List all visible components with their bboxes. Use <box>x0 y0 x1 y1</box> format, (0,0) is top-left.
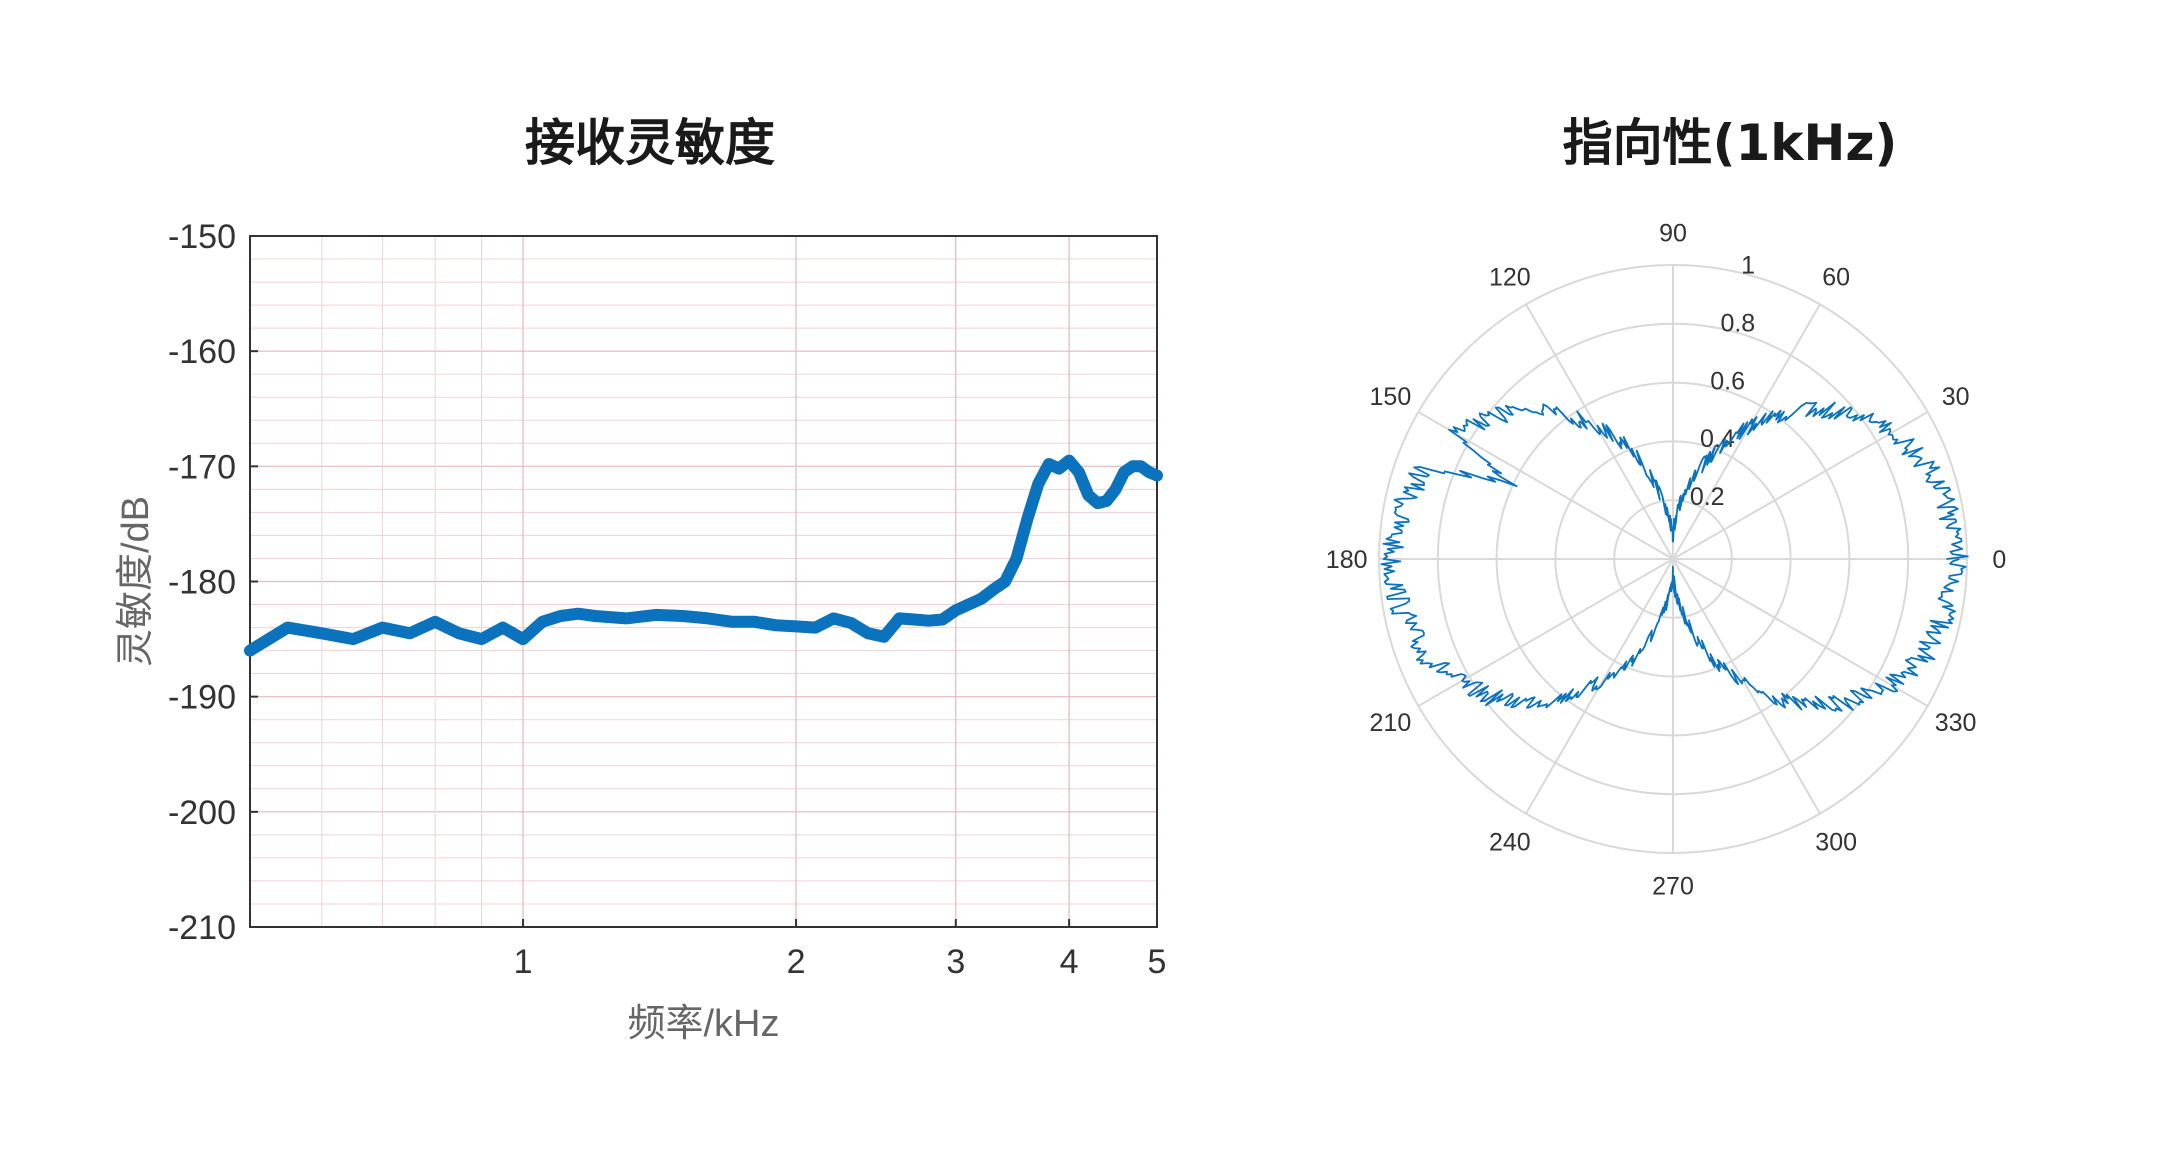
polar-spoke <box>1672 558 1929 707</box>
r-tick-label: 0.2 <box>1690 483 1725 511</box>
theta-tick-label: 210 <box>1370 709 1412 737</box>
r-tick-label: 0.8 <box>1720 309 1755 337</box>
theta-tick-label: 240 <box>1489 829 1531 857</box>
theta-tick-label: 150 <box>1370 383 1412 411</box>
polar-spoke <box>1417 558 1674 707</box>
x-tick-label: 3 <box>946 943 965 981</box>
theta-tick-label: 90 <box>1659 220 1687 248</box>
polar-spoke <box>1672 558 1821 815</box>
theta-tick-label: 270 <box>1652 872 1694 900</box>
r-tick-label: 0.6 <box>1710 367 1745 395</box>
y-tick-label: -180 <box>168 564 236 602</box>
directivity-chart-title: 指向性(1kHz) <box>1562 114 1898 172</box>
y-tick-label: -150 <box>168 218 236 256</box>
theta-tick-label: 30 <box>1942 383 1970 411</box>
y-axis-label: 灵敏度/dB <box>115 496 157 667</box>
y-tick-label: -160 <box>168 333 236 371</box>
x-tick-label: 2 <box>787 943 806 981</box>
directivity-series-line <box>1380 401 1969 712</box>
x-tick-label: 1 <box>514 943 533 981</box>
polar-spoke <box>1672 303 1821 560</box>
sensitivity-chart: -150 -160 -170 -180 -190 -200 -210 1 2 3 4 5 频率/kHz 灵… <box>115 218 1167 1045</box>
y-tick-label: -190 <box>168 679 236 717</box>
theta-tick-label: 0 <box>1992 546 2006 574</box>
directivity-polar-chart: 03060901201501802102402703003300.20.40.6… <box>1326 220 2006 901</box>
y-tick-label: -210 <box>168 909 236 947</box>
theta-tick-label: 120 <box>1489 263 1531 291</box>
x-tick-label: 4 <box>1060 943 1079 981</box>
y-tick-label: -200 <box>168 794 236 832</box>
x-tick-label: 5 <box>1148 943 1167 981</box>
sensitivity-series-line <box>244 454 1163 657</box>
y-tick-label: -170 <box>168 448 236 486</box>
theta-tick-label: 60 <box>1822 263 1850 291</box>
r-tick-label: 1 <box>1741 251 1755 279</box>
polar-spoke <box>1417 411 1674 560</box>
theta-tick-label: 180 <box>1326 546 1368 574</box>
theta-tick-label: 330 <box>1935 709 1977 737</box>
polar-spoke <box>1525 558 1674 815</box>
polar-spoke <box>1672 411 1929 560</box>
x-axis-label: 频率/kHz <box>627 1003 779 1045</box>
theta-tick-label: 300 <box>1815 829 1857 857</box>
sensitivity-chart-title: 接收灵敏度 <box>525 114 775 172</box>
